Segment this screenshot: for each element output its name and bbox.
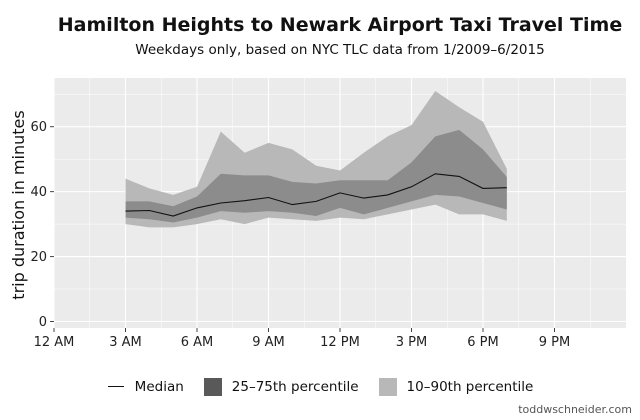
y-tick-label: 60 <box>30 120 47 135</box>
legend-label-iqr: 25–75th percentile <box>231 379 359 395</box>
band-25-75-percentile <box>125 129 507 223</box>
y-tick-label: 20 <box>30 250 47 265</box>
x-tick-label: 3 AM <box>109 335 142 350</box>
x-tick-label: 12 AM <box>34 335 75 350</box>
legend-label-median: Median <box>134 379 184 395</box>
legend-label-10-90: 10–90th percentile <box>406 379 534 395</box>
legend-item-median: Median <box>107 378 184 396</box>
x-tick-label: 12 PM <box>320 335 360 350</box>
y-tick-label: 40 <box>30 185 47 200</box>
legend-key-iqr <box>203 378 222 396</box>
credit-text: toddwschneider.com <box>518 403 632 416</box>
y-axis-title: trip duration in minutes <box>9 110 28 299</box>
legend: Median 25–75th percentile 10–90th percen… <box>0 378 640 396</box>
legend-item-iqr: 25–75th percentile <box>203 378 359 396</box>
legend-key-median <box>107 378 125 396</box>
chart-subtitle: Weekdays only, based on NYC TLC data fro… <box>135 42 545 58</box>
median-line <box>125 173 507 217</box>
x-tick-label: 6 PM <box>467 335 498 350</box>
chart-title: Hamilton Heights to Newark Airport Taxi … <box>57 14 623 36</box>
x-tick-label: 6 AM <box>181 335 214 350</box>
legend-key-10-90 <box>378 378 397 396</box>
y-tick-label: 0 <box>39 315 47 330</box>
x-tick-label: 3 PM <box>396 335 427 350</box>
x-tick-label: 9 PM <box>539 335 570 350</box>
legend-item-10-90: 10–90th percentile <box>378 378 534 396</box>
x-tick-label: 9 AM <box>252 335 285 350</box>
